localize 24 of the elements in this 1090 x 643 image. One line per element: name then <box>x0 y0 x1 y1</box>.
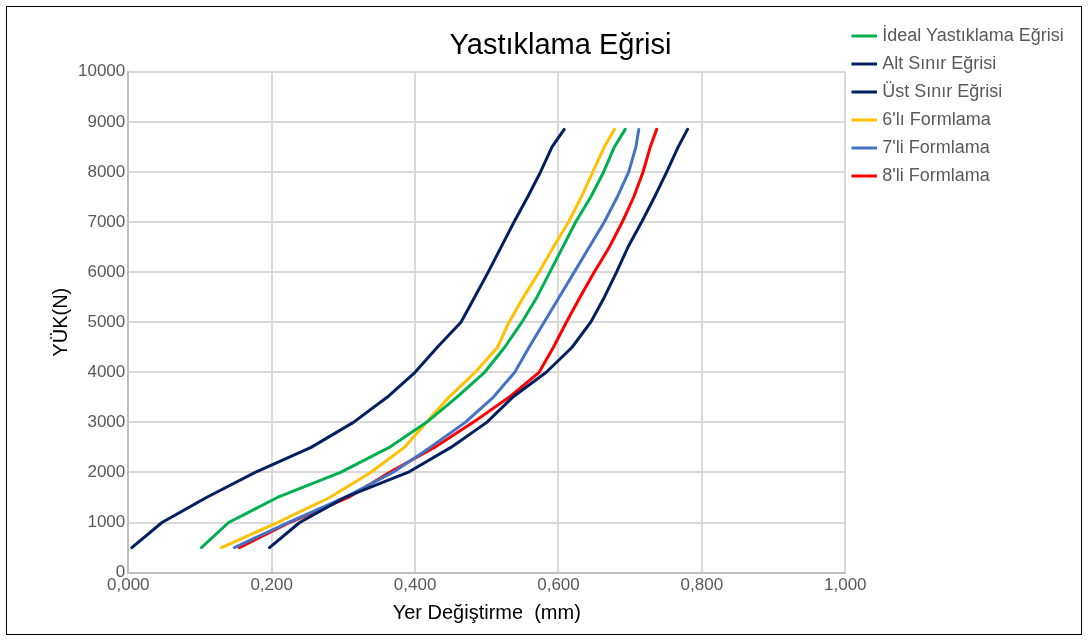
legend-label: Üst Sınır Eğrisi <box>882 80 1003 101</box>
y-tick-label: 9000 <box>87 111 126 131</box>
y-tick-label: 1000 <box>87 512 126 532</box>
legend-label: Alt Sınır Eğrisi <box>882 52 997 73</box>
x-tick-label: 0,800 <box>680 575 724 595</box>
x-tick-label: 0,200 <box>250 575 293 595</box>
x-tick-label: 0,400 <box>393 575 437 595</box>
y-tick-label: 4000 <box>87 361 126 381</box>
y-tick-label: 6000 <box>87 261 126 281</box>
legend-label: İdeal Yastıklama Eğrisi <box>882 24 1064 45</box>
y-axis-title: YÜK(N) <box>48 287 71 357</box>
x-tick-label: 0,600 <box>537 575 580 595</box>
legend-label: 7'li Formlama <box>882 136 991 157</box>
y-tick-label: 3000 <box>87 412 126 432</box>
y-tick-label: 7000 <box>87 211 126 231</box>
x-axis-title: Yer Değiştirme (mm) <box>392 600 581 623</box>
legend-label: 6'lı Formlama <box>882 108 992 129</box>
y-tick-label: 5000 <box>87 311 126 331</box>
chart-title: Yastıklama Eğrisi <box>449 28 672 61</box>
y-tick-label: 10000 <box>77 61 126 81</box>
y-tick-label: 8000 <box>87 161 126 181</box>
legend-label: 8'li Formlama <box>882 164 991 185</box>
x-tick-label: 1,000 <box>823 575 867 595</box>
y-tick-label: 2000 <box>87 462 126 482</box>
